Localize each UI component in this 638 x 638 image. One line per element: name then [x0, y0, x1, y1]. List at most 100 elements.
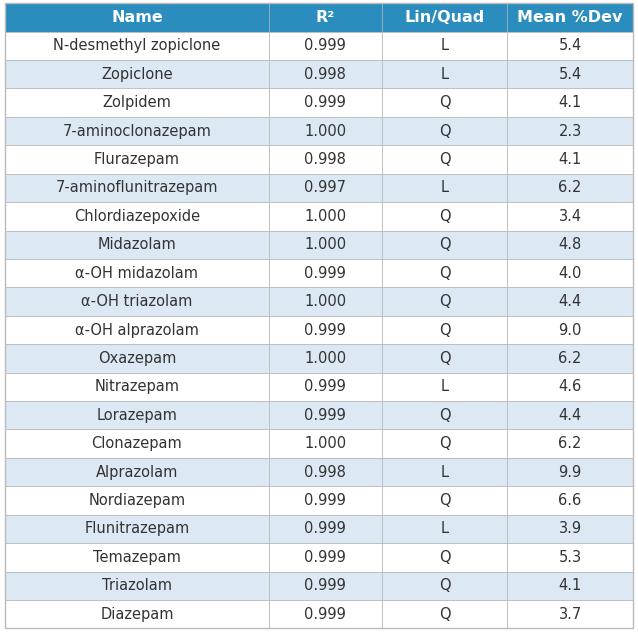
Text: Q: Q — [439, 265, 450, 281]
Bar — [5, 458, 269, 486]
Bar — [5, 486, 269, 515]
Text: 0.998: 0.998 — [304, 152, 346, 167]
Text: 0.999: 0.999 — [304, 493, 346, 508]
Text: 1.000: 1.000 — [304, 436, 346, 451]
Text: Q: Q — [439, 95, 450, 110]
Text: 4.0: 4.0 — [558, 265, 582, 281]
Text: 3.9: 3.9 — [558, 521, 582, 537]
Bar — [382, 515, 507, 543]
Text: L: L — [441, 464, 449, 480]
Text: Midazolam: Midazolam — [98, 237, 176, 252]
Bar — [507, 486, 633, 515]
Bar — [382, 145, 507, 174]
Bar — [5, 259, 269, 287]
Text: Lorazepam: Lorazepam — [96, 408, 177, 423]
Bar — [507, 572, 633, 600]
Bar — [507, 429, 633, 458]
Text: Clonazepam: Clonazepam — [92, 436, 182, 451]
Text: Mean %Dev: Mean %Dev — [517, 10, 623, 25]
Text: Q: Q — [439, 550, 450, 565]
Bar — [507, 373, 633, 401]
Text: 1.000: 1.000 — [304, 237, 346, 252]
Bar — [507, 543, 633, 572]
Text: 0.999: 0.999 — [304, 265, 346, 281]
Bar — [382, 543, 507, 572]
Bar — [382, 230, 507, 259]
Bar — [507, 60, 633, 89]
Bar — [5, 60, 269, 89]
Bar — [269, 259, 382, 287]
Bar — [382, 174, 507, 202]
Bar — [382, 429, 507, 458]
Bar — [269, 515, 382, 543]
Text: 6.6: 6.6 — [558, 493, 582, 508]
Bar — [507, 458, 633, 486]
Text: Q: Q — [439, 152, 450, 167]
Text: 0.999: 0.999 — [304, 578, 346, 593]
Bar — [507, 3, 633, 32]
Bar — [5, 3, 269, 32]
Text: Alprazolam: Alprazolam — [96, 464, 178, 480]
Bar — [382, 89, 507, 117]
Text: Flunitrazepam: Flunitrazepam — [84, 521, 189, 537]
Bar — [5, 373, 269, 401]
Bar — [5, 543, 269, 572]
Bar — [269, 543, 382, 572]
Bar — [5, 429, 269, 458]
Text: 3.4: 3.4 — [558, 209, 582, 224]
Bar — [382, 345, 507, 373]
Text: 4.1: 4.1 — [558, 95, 582, 110]
Bar — [5, 117, 269, 145]
Text: Q: Q — [439, 436, 450, 451]
Bar — [507, 600, 633, 628]
Bar — [269, 429, 382, 458]
Bar — [269, 145, 382, 174]
Bar — [382, 202, 507, 230]
Text: Name: Name — [111, 10, 163, 25]
Text: 4.4: 4.4 — [558, 294, 582, 309]
Text: Temazepam: Temazepam — [93, 550, 181, 565]
Bar — [507, 345, 633, 373]
Text: Q: Q — [439, 323, 450, 338]
Text: 7-aminoclonazepam: 7-aminoclonazepam — [63, 124, 211, 138]
Bar — [382, 401, 507, 429]
Bar — [269, 174, 382, 202]
Text: Q: Q — [439, 607, 450, 621]
Text: Nitrazepam: Nitrazepam — [94, 380, 179, 394]
Bar — [507, 287, 633, 316]
Bar — [382, 316, 507, 345]
Bar — [507, 515, 633, 543]
Bar — [5, 202, 269, 230]
Text: Q: Q — [439, 294, 450, 309]
Text: 9.9: 9.9 — [558, 464, 582, 480]
Bar — [507, 202, 633, 230]
Bar — [382, 458, 507, 486]
Text: L: L — [441, 38, 449, 54]
Text: 4.1: 4.1 — [558, 152, 582, 167]
Text: 9.0: 9.0 — [558, 323, 582, 338]
Text: 5.4: 5.4 — [558, 38, 582, 54]
Text: 0.997: 0.997 — [304, 181, 346, 195]
Text: 5.3: 5.3 — [558, 550, 582, 565]
Text: 0.999: 0.999 — [304, 607, 346, 621]
Text: Chlordiazepoxide: Chlordiazepoxide — [74, 209, 200, 224]
Text: Zopiclone: Zopiclone — [101, 67, 173, 82]
Text: 0.999: 0.999 — [304, 550, 346, 565]
Text: 0.999: 0.999 — [304, 408, 346, 423]
Text: 1.000: 1.000 — [304, 294, 346, 309]
Bar — [382, 259, 507, 287]
Bar — [269, 572, 382, 600]
Text: 0.999: 0.999 — [304, 323, 346, 338]
Text: 6.2: 6.2 — [558, 436, 582, 451]
Text: 1.000: 1.000 — [304, 209, 346, 224]
Text: 2.3: 2.3 — [558, 124, 582, 138]
Text: α-OH triazolam: α-OH triazolam — [81, 294, 193, 309]
Bar — [269, 287, 382, 316]
Text: 3.7: 3.7 — [558, 607, 582, 621]
Text: 4.4: 4.4 — [558, 408, 582, 423]
Bar — [269, 600, 382, 628]
Text: Lin/Quad: Lin/Quad — [404, 10, 485, 25]
Text: R²: R² — [316, 10, 335, 25]
Text: 0.999: 0.999 — [304, 380, 346, 394]
Bar — [5, 572, 269, 600]
